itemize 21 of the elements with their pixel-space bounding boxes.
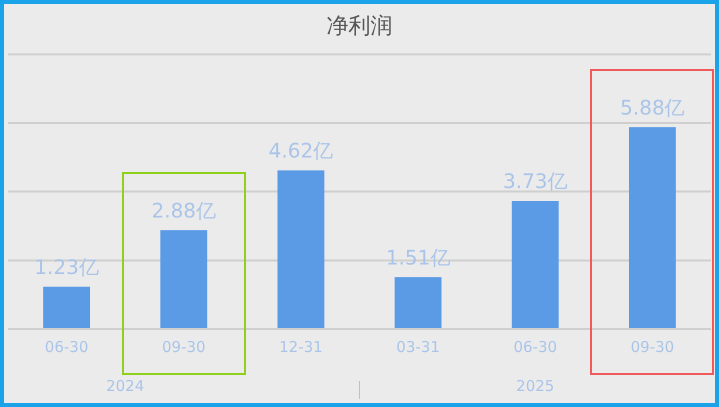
data-label: 1.23亿 <box>34 254 99 279</box>
chart-title: 净利润 <box>326 14 392 39</box>
x-tick-label: 06-30 <box>513 338 558 356</box>
x-tick-label: 09-30 <box>162 338 206 356</box>
bar <box>43 286 90 328</box>
data-label: 4.62亿 <box>268 138 334 163</box>
data-label: 5.88亿 <box>620 95 685 120</box>
text: 2025 <box>516 376 554 395</box>
data-label: 3.73亿 <box>502 169 568 194</box>
x-tick-label: 12-31 <box>279 338 323 356</box>
bar <box>277 170 324 328</box>
data-label: 1.51亿 <box>386 245 450 270</box>
bar <box>512 200 559 328</box>
data-label: 2.88亿 <box>151 198 216 222</box>
text: 2024 <box>106 376 144 395</box>
x-tick-label: 06-30 <box>44 338 88 356</box>
bar <box>160 230 208 328</box>
bar <box>628 127 676 328</box>
x-tick-label: 09-30 <box>630 338 674 356</box>
x-tick-label: 03-31 <box>396 338 440 356</box>
bar <box>394 277 442 328</box>
